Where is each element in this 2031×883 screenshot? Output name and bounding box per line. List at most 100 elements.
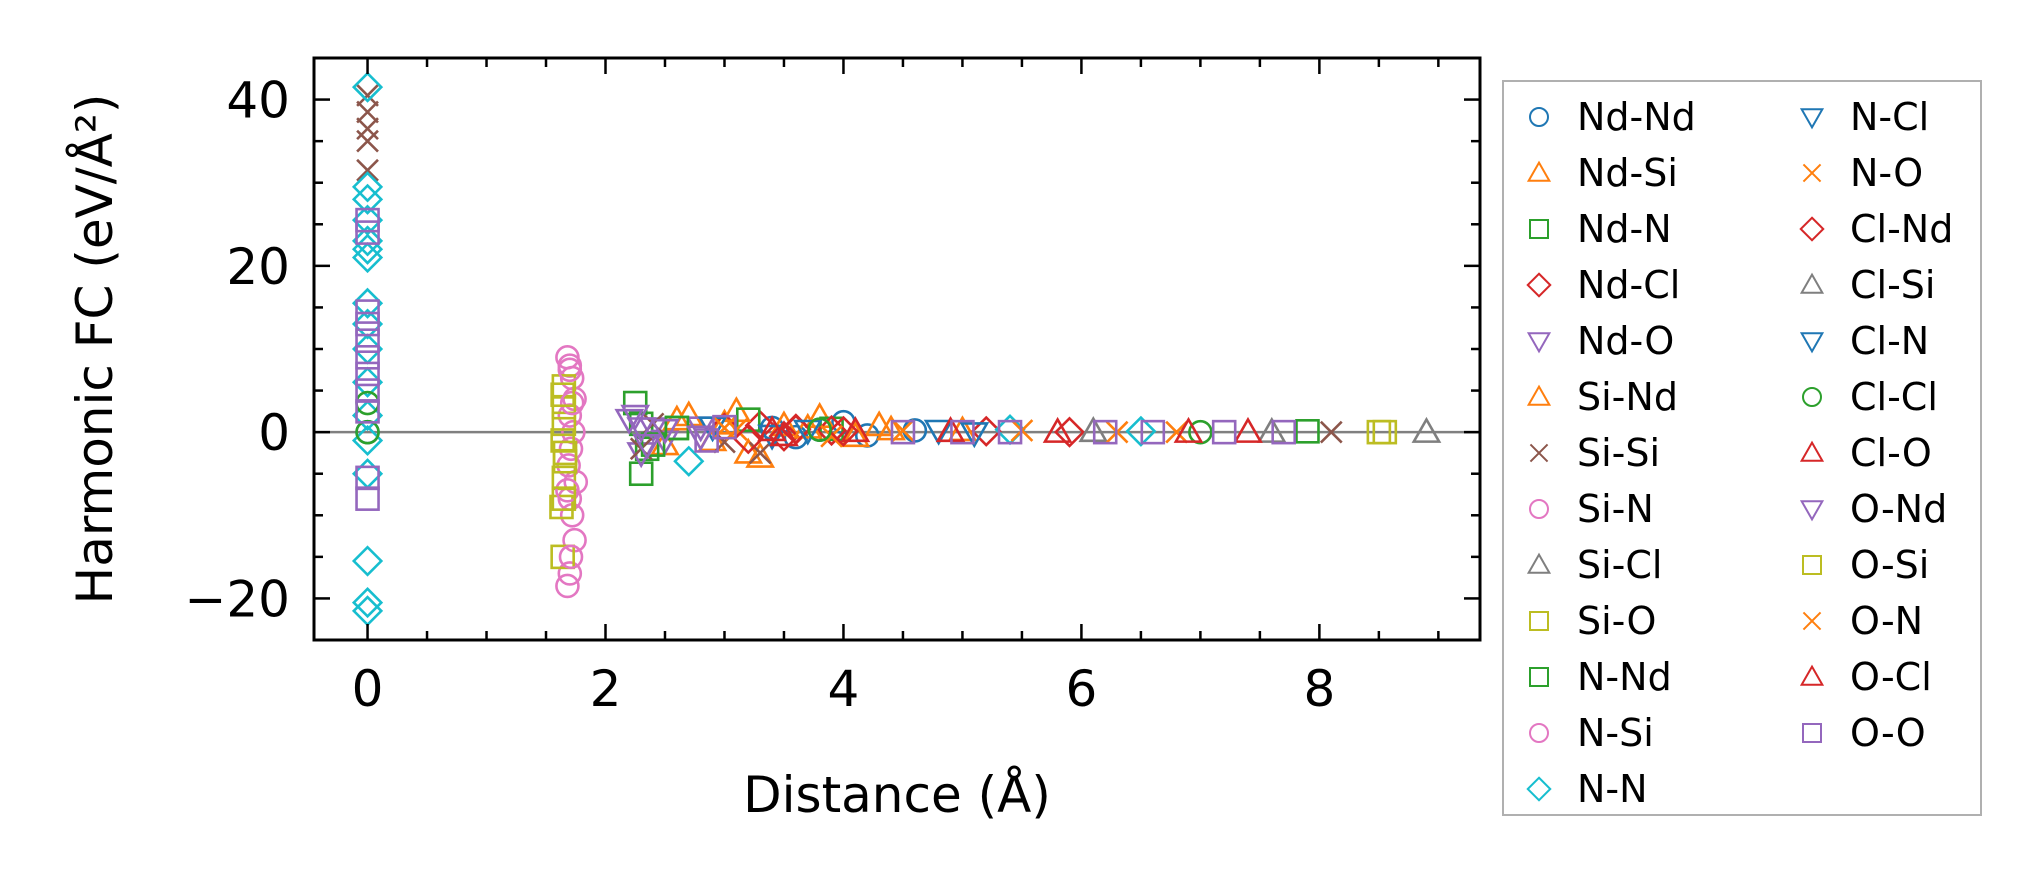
data-point <box>351 71 384 103</box>
data-point <box>827 415 860 447</box>
data-point <box>950 419 975 445</box>
legend-marker <box>1526 776 1552 802</box>
data-point <box>768 420 800 452</box>
legend-label: Cl-Cl <box>1850 375 1938 419</box>
legend-label: O-Si <box>1850 543 1929 587</box>
data-point <box>769 410 799 437</box>
data-point <box>355 378 380 403</box>
data-point <box>1295 419 1320 444</box>
data-point <box>355 299 380 324</box>
legend-label: Nd-N <box>1577 207 1672 251</box>
legend-marker <box>1526 160 1552 182</box>
data-point <box>351 545 384 577</box>
legend-marker <box>1802 555 1822 575</box>
data-point <box>620 404 651 431</box>
data-point <box>356 129 379 153</box>
data-point <box>351 366 384 398</box>
legend-label: Si-O <box>1577 599 1656 643</box>
legend-label: Nd-Nd <box>1577 95 1696 139</box>
legend-label: N-N <box>1577 767 1648 811</box>
series-O-Si <box>550 382 1398 511</box>
data-point <box>356 117 379 141</box>
plot-marks <box>314 71 1480 627</box>
data-point <box>351 458 384 490</box>
data-point <box>1411 416 1442 443</box>
legend-label: Nd-O <box>1577 319 1674 363</box>
legend-marker <box>1529 611 1549 631</box>
series-N-Si <box>555 357 585 570</box>
data-point <box>557 357 583 383</box>
data-point <box>757 415 787 442</box>
y-tick-label: 40 <box>226 72 290 130</box>
data-point <box>891 419 915 442</box>
x-tick-label: 6 <box>1066 660 1098 718</box>
legend-marker <box>1799 500 1825 522</box>
legend-label: Si-N <box>1577 487 1654 531</box>
data-point <box>626 417 657 444</box>
legend-label: O-N <box>1850 599 1923 643</box>
legend-label: O-Nd <box>1850 487 1947 531</box>
y-tick-label: 20 <box>226 238 290 296</box>
legend-marker <box>1802 163 1822 183</box>
data-point <box>355 207 380 233</box>
x-tick-label: 8 <box>1303 660 1335 718</box>
legend-marker <box>1529 667 1549 687</box>
plot-axes <box>312 56 1482 642</box>
legend-marker <box>1526 332 1552 354</box>
data-point <box>733 437 764 464</box>
data-point <box>1165 420 1188 444</box>
legend-marker <box>1799 440 1825 462</box>
data-point <box>757 424 787 451</box>
data-point <box>628 461 654 487</box>
legend-marker <box>1799 216 1825 242</box>
legend-label: Si-Nd <box>1577 375 1678 419</box>
legend-marker <box>1802 611 1822 631</box>
data-point <box>351 171 384 203</box>
data-point <box>840 416 871 443</box>
legend-label: Cl-Nd <box>1850 207 1953 251</box>
data-point <box>840 421 871 448</box>
data-point <box>351 225 384 257</box>
data-point <box>807 417 832 442</box>
data-point <box>551 486 577 511</box>
data-point <box>640 432 666 457</box>
data-point <box>550 382 575 408</box>
data-point <box>1188 419 1213 445</box>
data-point <box>632 433 663 460</box>
legend-label: N-Cl <box>1850 95 1929 139</box>
data-point <box>1233 416 1263 443</box>
series-O-O <box>355 207 1296 511</box>
data-point <box>820 424 843 448</box>
legend-label: Nd-Si <box>1577 151 1678 195</box>
legend-marker <box>1799 664 1825 686</box>
legend-label: Si-Si <box>1577 431 1660 475</box>
data-point <box>745 441 776 468</box>
data-point <box>351 595 384 627</box>
data-point <box>558 436 584 462</box>
data-point <box>351 183 384 215</box>
data-point <box>769 420 799 447</box>
legend-marker <box>1802 387 1822 407</box>
data-point <box>1319 420 1343 444</box>
data-point <box>356 158 379 182</box>
data-point <box>356 84 379 107</box>
y-tick-label: −20 <box>184 570 290 628</box>
data-point <box>864 410 895 437</box>
data-point <box>923 419 954 446</box>
legend-label: N-Si <box>1577 711 1654 755</box>
data-point <box>355 311 380 337</box>
legend-frame <box>1502 80 1982 816</box>
data-point <box>351 233 384 265</box>
data-point <box>552 440 578 466</box>
data-point <box>351 586 384 619</box>
x-tick-label: 4 <box>828 660 860 718</box>
legend-marker <box>1799 272 1825 294</box>
data-point <box>1140 419 1166 445</box>
legend-marker <box>1526 552 1552 574</box>
data-point <box>351 241 384 274</box>
data-point <box>355 465 380 491</box>
data-point <box>356 100 379 124</box>
legend-marker <box>1529 723 1549 743</box>
data-point <box>551 411 577 437</box>
legend-marker <box>1529 219 1549 239</box>
